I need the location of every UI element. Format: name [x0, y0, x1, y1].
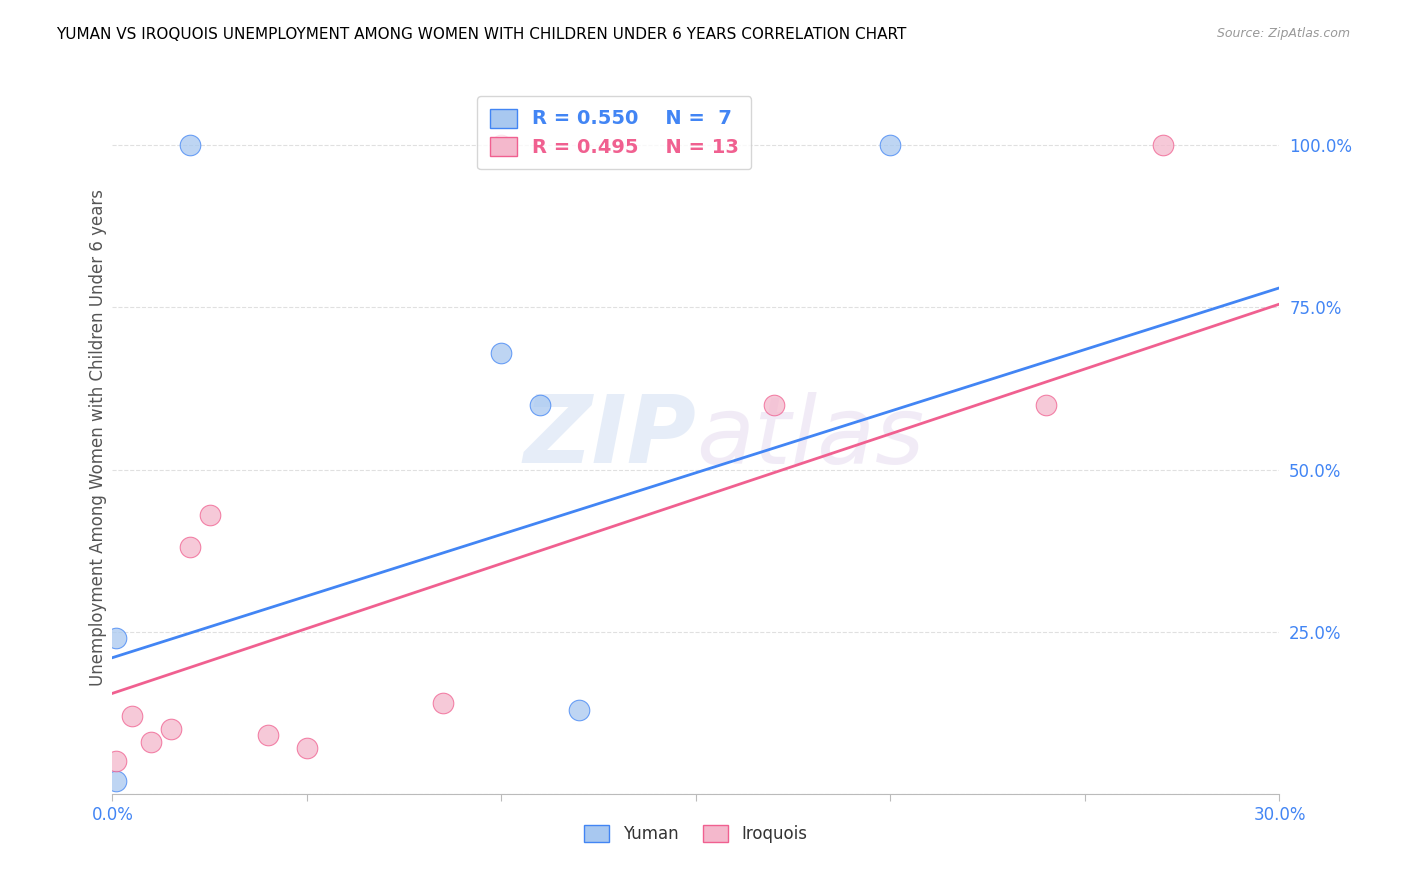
Point: [179, 541, 201, 555]
Point: [491, 138, 513, 153]
Point: [568, 702, 591, 716]
Point: [1152, 138, 1174, 153]
Point: [141, 735, 163, 749]
Point: [257, 729, 280, 743]
Y-axis label: Unemployment Among Women with Children Under 6 years: Unemployment Among Women with Children U…: [89, 188, 107, 686]
Point: [295, 741, 318, 756]
Point: [491, 345, 513, 359]
Point: [105, 631, 128, 645]
Point: [160, 722, 183, 736]
Text: YUMAN VS IROQUOIS UNEMPLOYMENT AMONG WOMEN WITH CHILDREN UNDER 6 YEARS CORRELATI: YUMAN VS IROQUOIS UNEMPLOYMENT AMONG WOM…: [56, 27, 907, 42]
Point: [198, 508, 221, 522]
Point: [179, 138, 201, 153]
Point: [105, 755, 128, 769]
Point: [121, 709, 143, 723]
Point: [762, 398, 785, 412]
Point: [529, 398, 551, 412]
Text: Source: ZipAtlas.com: Source: ZipAtlas.com: [1216, 27, 1350, 40]
Point: [432, 696, 454, 710]
Text: atlas: atlas: [696, 392, 924, 483]
Point: [879, 138, 901, 153]
Point: [1035, 398, 1057, 412]
Legend: Yuman, Iroquois: Yuman, Iroquois: [578, 818, 814, 850]
Point: [105, 773, 128, 788]
Text: ZIP: ZIP: [523, 391, 696, 483]
